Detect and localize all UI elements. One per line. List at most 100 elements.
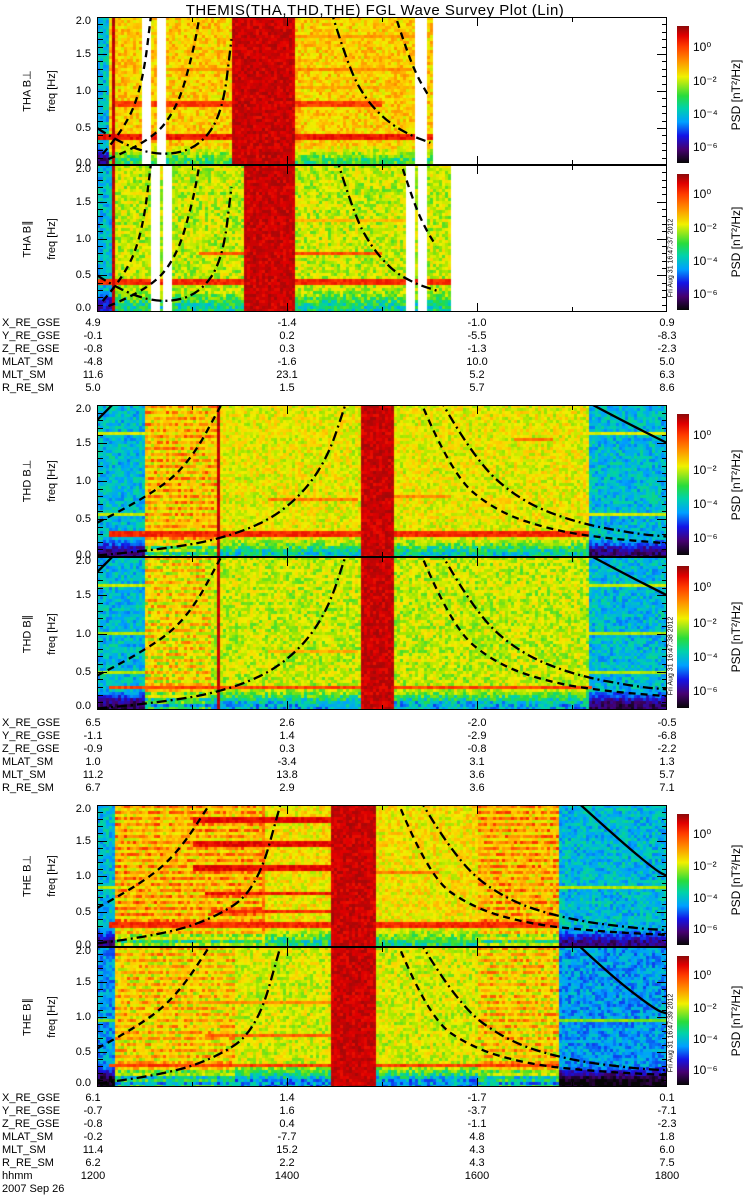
y-tick xyxy=(661,812,666,813)
y-tick xyxy=(661,428,666,429)
ephemeris-value: 5.7 xyxy=(659,769,675,781)
y-tick xyxy=(98,702,103,703)
x-tick xyxy=(572,406,573,410)
colorbar-axis-label-thd-bperp: PSD [nT²/Hz] xyxy=(729,449,743,520)
ephemeris-value: 2.2 xyxy=(279,1157,295,1169)
x-tick xyxy=(192,406,193,410)
ephemeris-value: 4.3 xyxy=(469,1157,485,1169)
plot-timestamp-THE: Fri Aug 31 16:47:39 2012 xyxy=(667,993,675,1073)
y-tick xyxy=(661,989,666,990)
colorbar-tick-label: 10⁰ xyxy=(693,40,712,54)
y-tick xyxy=(657,128,666,129)
x-tick xyxy=(477,156,478,164)
colorbar-tick-label: 10⁻⁴ xyxy=(693,650,718,664)
x-tick xyxy=(572,1082,573,1086)
ephemeris-value: 15.2 xyxy=(276,1144,298,1156)
gyrofrequency-curves-tha-bperp xyxy=(97,17,431,161)
freq-axis-label-tha-bpar: freq [Hz] xyxy=(46,217,58,260)
y-tick xyxy=(98,855,103,856)
ephemeris-value: -4.8 xyxy=(83,356,103,368)
ephemeris-value: 3.1 xyxy=(469,756,485,768)
gyrofrequency-curves-tha-bpar xyxy=(97,165,440,308)
ephemeris-value: 6.2 xyxy=(85,1157,101,1169)
x-tick xyxy=(287,806,288,814)
y-tick xyxy=(661,466,666,467)
gyro-curve xyxy=(107,165,201,308)
y-tick xyxy=(661,150,666,151)
y-tick xyxy=(98,39,103,40)
y-tick xyxy=(98,833,103,834)
y-tick xyxy=(98,996,103,997)
y-tick xyxy=(98,443,107,444)
y-tick xyxy=(661,253,666,254)
ephemeris-value: 5.2 xyxy=(469,369,485,381)
y-tick xyxy=(661,216,666,217)
y-tick xyxy=(661,224,666,225)
y-tick xyxy=(98,511,103,512)
y-tick xyxy=(657,443,666,444)
colorbar-tick-label: 10⁻⁶ xyxy=(693,684,718,698)
ephemeris-value: 7.1 xyxy=(659,782,675,794)
x-tick xyxy=(287,156,288,164)
ephemeris-value: -1.6 xyxy=(277,356,297,368)
ephemeris-label-Y_RE_GSE: Y_RE_GSE xyxy=(2,730,61,742)
ephemeris-label-Y_RE_GSE: Y_RE_GSE xyxy=(2,1105,61,1117)
y-tick xyxy=(661,413,666,414)
x-tick xyxy=(382,558,383,562)
y-tick xyxy=(98,626,103,627)
y-tick xyxy=(661,819,666,820)
y-tick xyxy=(98,1010,103,1011)
y-tick xyxy=(661,180,666,181)
y-tick xyxy=(98,413,103,414)
plot-timestamp-THD: Fri Aug 31 16:47:38 2012 xyxy=(667,616,675,696)
y-tick xyxy=(661,1066,666,1067)
y-tick xyxy=(98,135,103,136)
y-tick xyxy=(98,458,103,459)
x-tick xyxy=(572,948,573,952)
colorbar-tick-label: 10⁰ xyxy=(693,428,712,442)
x-tick xyxy=(287,558,288,566)
y-tick xyxy=(661,848,666,849)
y-tick xyxy=(661,283,666,284)
date-label: 2007 Sep 26 xyxy=(2,1183,65,1195)
ephemeris-value: 0.3 xyxy=(279,343,295,355)
y-tick xyxy=(661,69,666,70)
y-tick xyxy=(98,428,103,429)
ephemeris-value: 5.0 xyxy=(659,356,675,368)
gyro-curve xyxy=(101,17,152,155)
y-tick xyxy=(661,926,666,927)
ephemeris-value: -3.7 xyxy=(467,1105,487,1117)
y-tick xyxy=(661,297,666,298)
y-tick xyxy=(98,634,107,635)
y-tick xyxy=(98,504,103,505)
gyro-curve xyxy=(97,805,282,945)
x-tick xyxy=(287,303,288,311)
y-tick xyxy=(661,511,666,512)
plot-timestamp-THA: Fri Aug 31 16:47:37 2012 xyxy=(667,218,675,298)
ephemeris-value: -1.1 xyxy=(83,730,103,742)
y-tick xyxy=(661,664,666,665)
y-tick xyxy=(657,519,666,520)
x-tick xyxy=(382,18,383,22)
x-tick xyxy=(287,701,288,709)
ephemeris-value: 6.3 xyxy=(659,369,675,381)
ephemeris-value: 23.1 xyxy=(276,369,298,381)
freq-tick-label: 2.0 xyxy=(75,555,91,567)
gyro-curve xyxy=(107,17,201,161)
spectrogram-canvas-tha-bperp xyxy=(97,17,667,165)
y-tick xyxy=(98,1080,103,1081)
y-tick xyxy=(98,202,107,203)
gyro-curve xyxy=(442,557,667,691)
ephemeris-value: -0.7 xyxy=(83,1105,103,1117)
y-tick xyxy=(98,158,103,159)
y-tick xyxy=(98,565,103,566)
ephemeris-label-X_RE_GSE: X_RE_GSE xyxy=(2,317,61,329)
y-tick xyxy=(661,996,666,997)
y-tick xyxy=(661,489,666,490)
colorbar-axis-label-the-bperp: PSD [nT²/Hz] xyxy=(729,844,743,915)
y-tick xyxy=(661,1010,666,1011)
x-tick xyxy=(382,552,383,556)
ephemeris-value: 0.3 xyxy=(279,743,295,755)
colorbar-tick-label: 10⁻⁶ xyxy=(693,922,718,936)
gyro-curve xyxy=(397,947,667,1077)
